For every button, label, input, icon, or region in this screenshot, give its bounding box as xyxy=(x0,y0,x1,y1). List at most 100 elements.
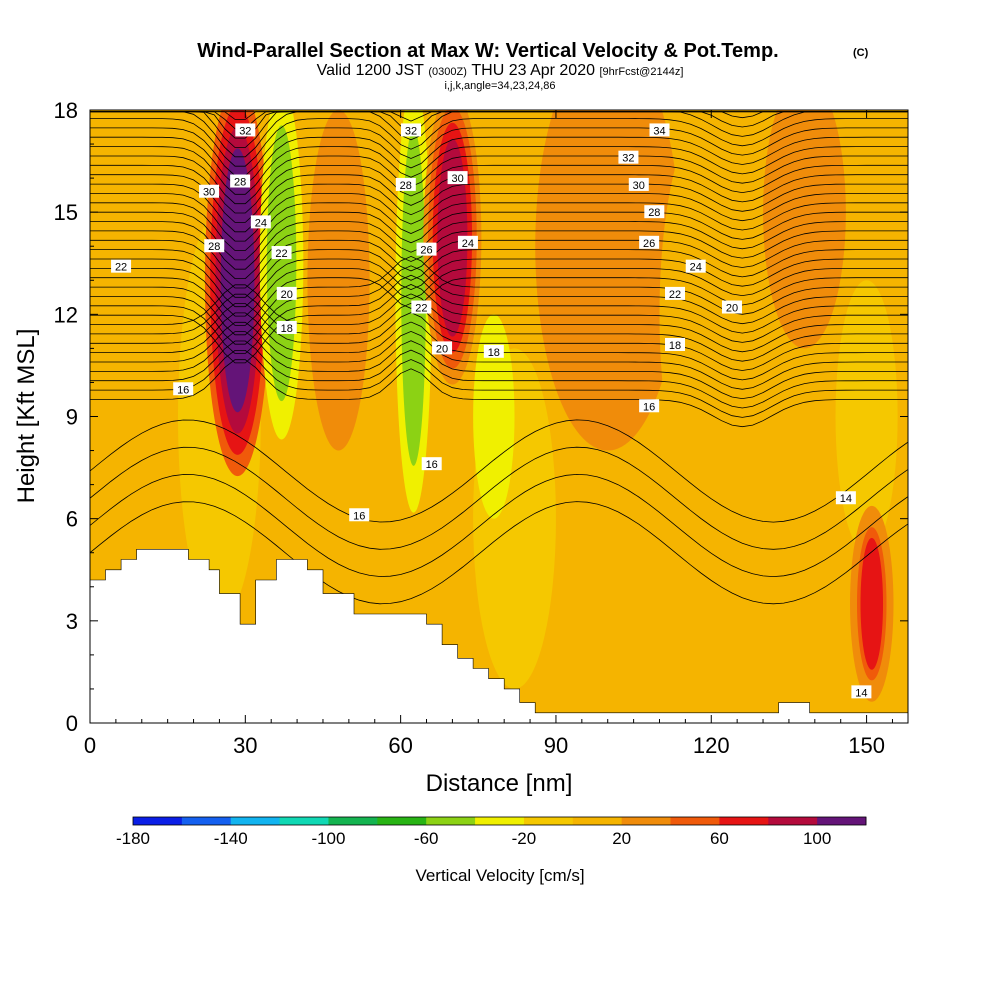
isentrope-line xyxy=(90,239,908,289)
contour-label: 28 xyxy=(204,239,225,253)
contour-label: 26 xyxy=(416,242,437,257)
colorbar-swatch xyxy=(377,817,427,825)
colorbar-tick-label: -100 xyxy=(311,829,345,848)
contour-label-box xyxy=(721,300,742,314)
contour-label-text: 26 xyxy=(643,238,655,250)
colorbar-swatch xyxy=(181,817,232,825)
contour-label-text: 22 xyxy=(115,262,127,274)
contour-label-text: 14 xyxy=(840,493,852,505)
isentrope-line xyxy=(90,183,908,233)
contour-label-box xyxy=(483,344,504,358)
isentrope-line xyxy=(90,136,908,186)
isentrope-line xyxy=(90,202,908,251)
vertical-velocity-core xyxy=(220,148,255,413)
valid-time: Valid 1200 JST (0300Z) THU 23 Apr 2020 [… xyxy=(317,62,684,79)
colorbar-swatch xyxy=(475,817,525,825)
contour-label: 18 xyxy=(276,320,297,335)
colorbar-tick-label: -140 xyxy=(214,829,248,848)
contour-label-text: 32 xyxy=(405,125,417,137)
x-tick-label: 90 xyxy=(544,733,568,758)
isentrope-line xyxy=(90,164,908,214)
contour-label-text: 28 xyxy=(234,177,246,189)
contour-label-box xyxy=(349,508,370,522)
x-tick-label: 30 xyxy=(233,733,257,758)
contour-label-box xyxy=(457,235,478,249)
contour-label: 28 xyxy=(395,177,416,192)
contour-label: 22 xyxy=(411,300,432,315)
isentrope-line xyxy=(90,249,908,298)
isentrope-line xyxy=(90,501,908,605)
contour-label-box xyxy=(639,399,660,413)
isentrope-line xyxy=(90,127,908,176)
contour-label-box xyxy=(447,171,468,185)
contour-label-box xyxy=(665,337,686,351)
colorbar-swatch xyxy=(523,817,574,825)
contour-label-box xyxy=(432,341,453,355)
colorbar-frame xyxy=(132,816,867,826)
contour-label: 16 xyxy=(173,382,194,396)
isentrope-line xyxy=(90,146,908,195)
isentrope-line xyxy=(90,293,908,362)
contour-label: 16 xyxy=(639,399,660,413)
valid-prefix: Valid 1200 JST xyxy=(317,62,425,79)
contour-label-box xyxy=(851,685,872,699)
contour-label-text: 18 xyxy=(488,347,500,359)
chart-title: Wind-Parallel Section at Max W: Vertical… xyxy=(197,40,778,62)
contour-label: 28 xyxy=(230,174,251,189)
colorbar-swatch xyxy=(328,817,378,825)
contour-label: 32 xyxy=(400,123,421,137)
contour-label: 24 xyxy=(250,215,271,229)
isentrope-line xyxy=(90,277,908,326)
contour-label: 24 xyxy=(457,235,478,250)
contour-label-text: 32 xyxy=(622,153,634,165)
contour-label-text: 26 xyxy=(420,245,432,257)
field-region xyxy=(90,314,158,587)
contour-label: 20 xyxy=(432,341,453,355)
contour-label: 32 xyxy=(618,150,639,165)
contour-label-text: 20 xyxy=(726,303,738,315)
contour-label: 22 xyxy=(271,246,292,260)
isentrope-line xyxy=(90,284,908,364)
contour-label-text: 22 xyxy=(415,303,427,315)
contour-label-box xyxy=(665,286,686,300)
contour-label: 18 xyxy=(665,337,686,352)
contour-label-text: 22 xyxy=(669,289,681,301)
forecast-info: [9hrFcst@2144z] xyxy=(599,66,683,78)
contour-label-text: 30 xyxy=(203,187,215,199)
isentrope-line xyxy=(90,359,908,428)
contour-label-text: 16 xyxy=(643,401,655,413)
contour-label-box xyxy=(204,239,225,253)
contour-label-text: 20 xyxy=(281,289,293,301)
isentrope-line xyxy=(90,419,908,523)
colorbar-swatch xyxy=(817,817,867,825)
colorbar-swatch xyxy=(768,817,818,825)
contour-label-box xyxy=(685,259,706,273)
contour-label-box xyxy=(639,235,660,249)
isentrope-line xyxy=(90,118,908,167)
colorbar-tick-label: 100 xyxy=(803,829,831,848)
colorbar-swatch xyxy=(719,817,769,825)
isentrope-line xyxy=(90,446,908,550)
colorbar-tick-label: -60 xyxy=(414,829,439,848)
field-region xyxy=(835,280,898,553)
field-region xyxy=(659,484,764,689)
y-tick-label: 15 xyxy=(54,200,78,225)
y-tick-label: 12 xyxy=(54,302,78,327)
contour-label-text: 24 xyxy=(462,238,474,250)
x-tick-label: 120 xyxy=(693,733,730,758)
isentrope-line xyxy=(90,274,908,354)
colorbar-swatch xyxy=(133,817,183,825)
contour-label-box xyxy=(271,246,292,260)
contour-label-box xyxy=(111,259,132,273)
contour-label-box xyxy=(276,286,297,300)
x-tick-label: 0 xyxy=(84,733,96,758)
colorbar-tick-label: -20 xyxy=(512,829,537,848)
contour-label-text: 32 xyxy=(239,125,251,137)
isentrope-line xyxy=(90,350,908,418)
isentrope-line xyxy=(90,473,908,578)
contour-label: 26 xyxy=(639,235,660,250)
valid-zulu: (0300Z) xyxy=(428,66,467,78)
colorbar-tick-label: 20 xyxy=(612,829,631,848)
isentrope-line xyxy=(90,221,908,270)
contour-label: 20 xyxy=(721,300,742,315)
